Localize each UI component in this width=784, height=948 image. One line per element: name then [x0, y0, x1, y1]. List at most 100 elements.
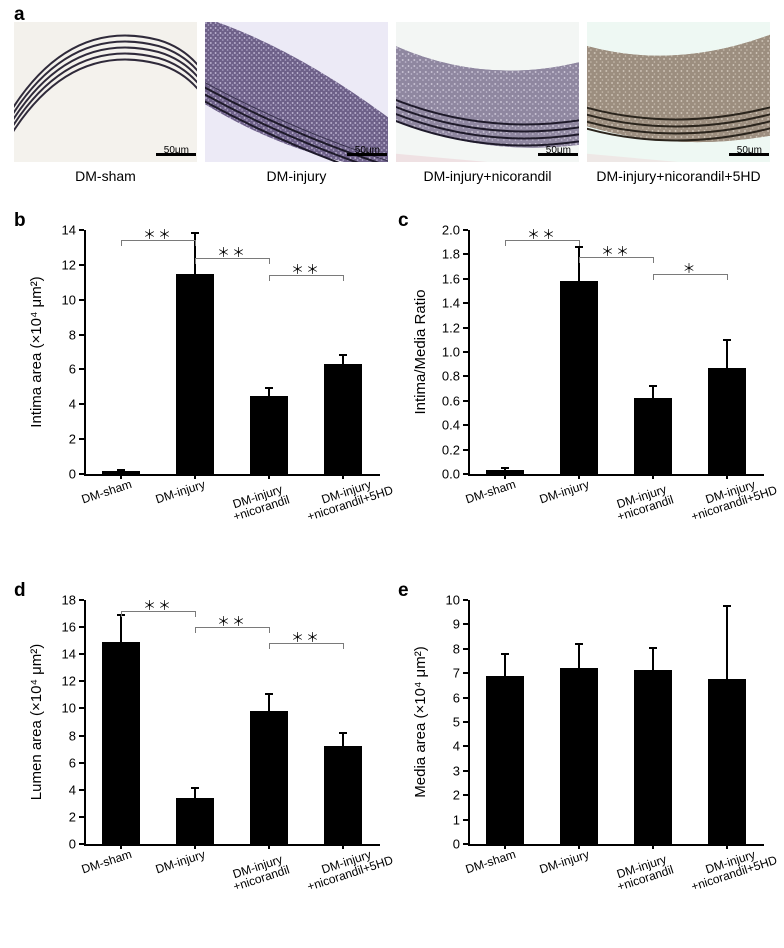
ytick-label: 7: [398, 666, 460, 681]
x-axis: [468, 844, 764, 846]
micrograph: 50μm: [14, 22, 197, 162]
significance-drop: [727, 274, 728, 280]
ytick-label: 0.0: [398, 467, 460, 482]
bar: [486, 676, 524, 844]
micrograph-label: DM-sham: [14, 168, 197, 184]
significance-drop: [579, 240, 580, 246]
ytick-label: 10: [398, 593, 460, 608]
ytick-label: 18: [14, 593, 76, 608]
ytick-label: 12: [14, 674, 76, 689]
y-axis: [468, 230, 470, 474]
micrograph: 50μm: [587, 22, 770, 162]
x-category-label: DM-injury+nicorandil+5HD: [686, 472, 778, 522]
xtick: [726, 844, 728, 849]
errorbar: [578, 644, 580, 668]
significance-drop: [653, 257, 654, 263]
x-category-label: DM-injury: [154, 478, 207, 505]
errorbar-cap: [339, 732, 347, 734]
significance-label: ＊: [682, 258, 697, 277]
ytick-label: 1.8: [398, 247, 460, 262]
errorbar-cap: [339, 354, 347, 356]
ytick: [463, 400, 468, 402]
ytick-label: 6: [14, 362, 76, 377]
x-category-label: DM-injury: [538, 478, 591, 505]
ytick: [79, 789, 84, 791]
errorbar: [652, 648, 654, 670]
ytick-label: 8: [14, 327, 76, 342]
significance-drop: [269, 627, 270, 633]
x-category-label: DM-injury: [538, 848, 591, 875]
x-category-label: DM-injury: [154, 848, 207, 875]
bar: [560, 668, 598, 844]
ytick: [463, 770, 468, 772]
ytick-label: 0.6: [398, 393, 460, 408]
ytick-label: 5: [398, 715, 460, 730]
x-category-label: DM-injury+nicorandil: [228, 852, 291, 893]
xtick: [726, 474, 728, 479]
significance-drop: [195, 240, 196, 246]
ytick-label: 2: [14, 809, 76, 824]
errorbar-cap: [265, 693, 273, 695]
significance-label: ＊＊: [291, 259, 321, 278]
errorbar-cap: [723, 339, 731, 341]
ytick: [463, 351, 468, 353]
significance-label: ＊＊: [527, 224, 557, 243]
ytick: [463, 327, 468, 329]
ytick: [79, 735, 84, 737]
ytick: [463, 473, 468, 475]
ytick: [463, 599, 468, 601]
errorbar-cap: [649, 385, 657, 387]
ytick-label: 0.2: [398, 442, 460, 457]
ytick: [79, 707, 84, 709]
bar: [176, 798, 214, 844]
ytick: [463, 843, 468, 845]
ytick: [463, 697, 468, 699]
y-axis: [468, 600, 470, 844]
errorbar-cap: [117, 469, 125, 471]
ytick-label: 12: [14, 257, 76, 272]
bar: [324, 746, 362, 844]
ytick-label: 8: [398, 641, 460, 656]
x-category-label: DM-injury+nicorandil: [228, 482, 291, 523]
ytick: [463, 229, 468, 231]
scalebar: 50μm: [737, 145, 762, 156]
ytick-label: 0: [398, 837, 460, 852]
ytick: [463, 819, 468, 821]
errorbar: [504, 654, 506, 676]
ytick: [79, 816, 84, 818]
ytick: [463, 278, 468, 280]
ytick: [79, 334, 84, 336]
errorbar-cap: [501, 467, 509, 469]
y-axis-label: Media area (×10⁴ μm²): [412, 600, 429, 844]
y-axis-label: Intima/Media Ratio: [412, 230, 429, 474]
errorbar: [268, 694, 270, 712]
y-axis-label: Lumen area (×10⁴ μm²): [28, 600, 45, 844]
ytick-label: 1.0: [398, 345, 460, 360]
significance-label: ＊＊: [143, 595, 173, 614]
x-category-label: DM-injury+nicorandil: [612, 852, 675, 893]
ytick-label: 10: [14, 292, 76, 307]
ytick-label: 0: [14, 837, 76, 852]
errorbar-cap: [191, 232, 199, 234]
ytick-label: 6: [398, 690, 460, 705]
significance-drop: [269, 643, 270, 649]
errorbar-cap: [191, 787, 199, 789]
x-category-label: DM-sham: [80, 848, 133, 875]
bar: [708, 368, 746, 474]
ytick-label: 3: [398, 763, 460, 778]
ytick: [79, 403, 84, 405]
ytick: [79, 599, 84, 601]
chart-panel-c: c0.00.20.40.60.81.01.21.41.61.82.0Intima…: [398, 210, 774, 550]
errorbar: [342, 355, 344, 364]
ytick: [463, 449, 468, 451]
ytick: [463, 672, 468, 674]
significance-label: ＊＊: [143, 224, 173, 243]
significance-drop: [195, 611, 196, 617]
errorbar: [120, 615, 122, 642]
ytick-label: 4: [14, 397, 76, 412]
significance-label: ＊＊: [601, 241, 631, 260]
significance-drop: [343, 643, 344, 649]
errorbar-cap: [575, 643, 583, 645]
micrograph-label: DM-injury: [205, 168, 388, 184]
x-category-label: DM-injury+nicorandil+5HD: [686, 842, 778, 892]
